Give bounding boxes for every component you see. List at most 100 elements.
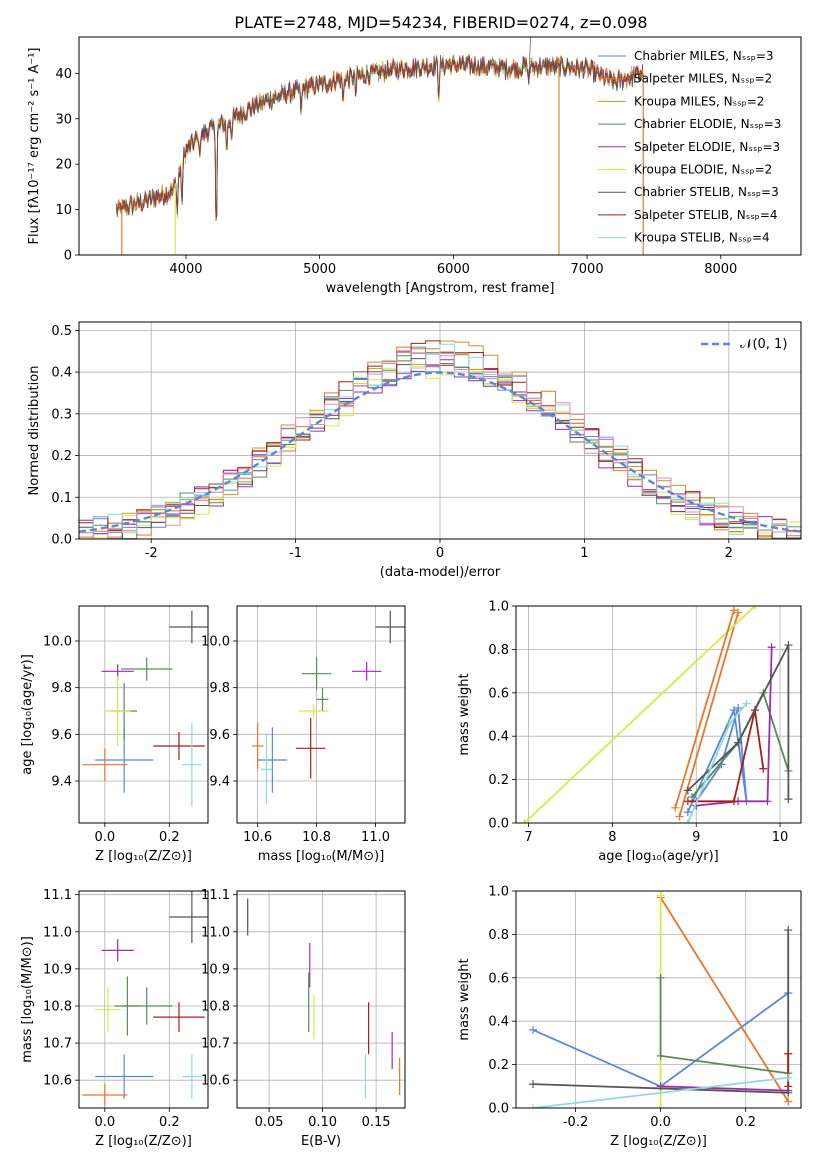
- x-tick-label: 0.0: [94, 1115, 115, 1130]
- weight-marker: [767, 643, 776, 652]
- x-axis-label: wavelength [Angstrom, rest frame]: [326, 281, 555, 296]
- legend-entry: Chabrier ELODIE, Nₛₛₚ=3: [634, 117, 781, 131]
- plot-area-weight-vs-Z: [516, 891, 801, 1108]
- plot-area-spectrum: [116, 37, 644, 255]
- y-tick-label: 10.7: [201, 1037, 230, 1052]
- y-tick-label: 0.0: [51, 533, 72, 548]
- weight-marker: [734, 738, 743, 747]
- weight-marker: [529, 1025, 538, 1034]
- spectrum-line: [116, 55, 644, 218]
- y-tick-label: 11.0: [201, 925, 230, 940]
- weight-marker: [675, 812, 684, 821]
- legend-entry: Kroupa STELIB, Nₛₛₚ=4: [634, 231, 770, 245]
- plot-frame: [515, 890, 802, 1109]
- y-tick-label: 10.0: [201, 635, 230, 650]
- plot-frame: [515, 605, 802, 824]
- weight-line: [660, 1085, 789, 1092]
- weight-marker: [656, 973, 665, 982]
- weight-marker: [759, 764, 768, 773]
- y-tick-label: 10.9: [201, 962, 230, 977]
- figure-title: PLATE=2748, MJD=54234, FIBERID=0274, z=0…: [234, 13, 647, 32]
- y-tick-label: 20: [55, 158, 72, 173]
- y-tick-label: 11.1: [43, 888, 72, 903]
- y-tick-label: 10.8: [43, 999, 72, 1014]
- weight-line: [659, 977, 789, 1075]
- weight-marker: [683, 808, 692, 817]
- x-tick-label: 6000: [437, 262, 470, 277]
- plot-area-age-vs-mass: [237, 606, 405, 823]
- weight-marker: [729, 706, 738, 715]
- legend-entry: Salpeter STELIB, Nₛₛₚ=4: [634, 208, 778, 222]
- x-tick-label: 10: [772, 830, 789, 845]
- legend-entry: Salpeter ELODIE, Nₛₛₚ=3: [634, 140, 780, 154]
- x-axis-label: (data-model)/error: [380, 565, 501, 580]
- weight-line: [532, 1076, 789, 1108]
- x-tick-label: 8: [608, 830, 616, 845]
- weight-line: [687, 644, 790, 800]
- x-axis-label: Z [log₁₀(Z/Z⊙)]: [95, 849, 192, 864]
- weight-marker: [683, 797, 692, 806]
- x-axis-label: age [log₁₀(age/yr)]: [598, 849, 719, 864]
- y-tick-label: 40: [55, 67, 72, 82]
- x-tick-label: 1: [580, 546, 588, 561]
- y-tick-label: 30: [55, 112, 72, 127]
- plot-area-residuals: [79, 322, 801, 539]
- x-axis-label: Z [log₁₀(Z/Z⊙)]: [610, 1134, 707, 1149]
- y-axis-label: Normed distribution: [27, 366, 42, 496]
- y-tick-label: 0.3: [51, 407, 72, 422]
- weight-marker: [529, 1104, 538, 1108]
- histogram-step: [79, 343, 801, 539]
- weight-line: [678, 612, 739, 817]
- x-tick-label: 0.05: [255, 1115, 284, 1130]
- y-tick-label: 0.2: [51, 449, 72, 464]
- x-axis-label: Z [log₁₀(Z/Z⊙)]: [95, 1134, 192, 1149]
- x-axis-label: E(B-V): [301, 1134, 341, 1149]
- weight-marker: [734, 608, 743, 617]
- x-axis-label: mass [log₁₀(M/M⊙)]: [258, 849, 385, 864]
- plot-area-age-vs-Z: [79, 606, 208, 823]
- weight-marker: [742, 699, 751, 708]
- plot-area-mass-vs-ebv: [237, 891, 405, 1108]
- x-tick-label: 0.2: [735, 1115, 756, 1130]
- weight-marker: [784, 795, 793, 804]
- weight-marker: [656, 891, 665, 900]
- weight-marker: [656, 1051, 665, 1060]
- y-axis-label: mass [log₁₀(M/M⊙)]: [20, 936, 35, 1063]
- y-tick-label: 10.0: [43, 635, 72, 650]
- weight-line: [686, 706, 748, 813]
- weight-marker: [725, 719, 734, 728]
- plot-frame: [236, 605, 406, 824]
- x-tick-label: 5000: [303, 262, 336, 277]
- x-tick-label: 0.2: [159, 830, 180, 845]
- y-tick-label: 0.8: [488, 643, 509, 658]
- y-tick-label: 0.0: [488, 1102, 509, 1117]
- plot-frame: [78, 321, 802, 540]
- y-tick-label: 0.2: [488, 773, 509, 788]
- x-tick-label: 0.0: [94, 830, 115, 845]
- x-tick-label: 10.8: [302, 830, 331, 845]
- y-tick-label: 9.4: [209, 775, 230, 790]
- x-tick-label: 0.10: [308, 1115, 337, 1130]
- weight-marker: [520, 819, 529, 823]
- x-tick-label: 9: [692, 830, 700, 845]
- x-tick-label: 4000: [169, 262, 202, 277]
- legend-entry: Chabrier STELIB, Nₛₛₚ=3: [634, 185, 779, 199]
- y-tick-label: 11.0: [43, 925, 72, 940]
- y-tick-label: 10.9: [43, 962, 72, 977]
- weight-marker: [784, 926, 793, 935]
- weight-marker: [529, 1080, 538, 1089]
- weight-marker: [688, 792, 697, 801]
- legend-entry: 𝒩(0, 1): [740, 337, 787, 352]
- x-tick-label: 0.15: [362, 1115, 391, 1130]
- y-tick-label: 0.1: [51, 491, 72, 506]
- y-tick-label: 10.8: [201, 999, 230, 1014]
- legend-entry: Chabrier MILES, Nₛₛₚ=3: [634, 49, 774, 63]
- x-tick-label: 2: [725, 546, 733, 561]
- y-tick-label: 0.4: [488, 730, 509, 745]
- weight-marker: [683, 786, 692, 795]
- x-tick-label: -2: [145, 546, 158, 561]
- y-tick-label: 9.4: [51, 775, 72, 790]
- weight-line: [674, 610, 735, 809]
- weight-line: [659, 897, 789, 1102]
- y-tick-label: 9.8: [51, 681, 72, 696]
